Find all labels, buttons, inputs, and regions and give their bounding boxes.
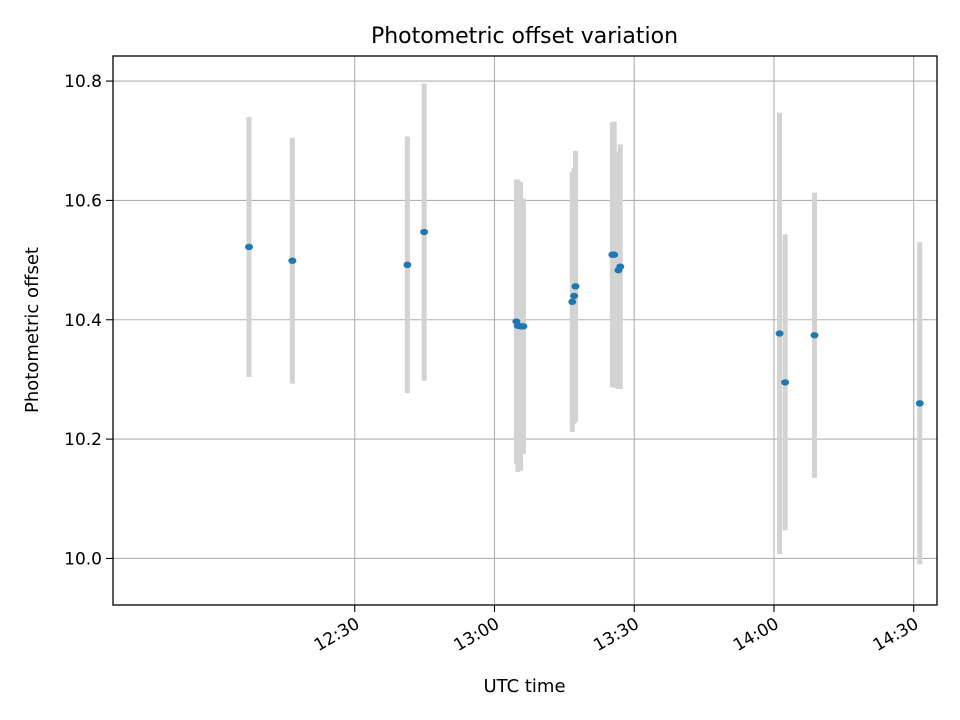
plot-frame [112,55,938,606]
y-axis-ticks: 10.0 10.2 10.4 10.6 10.8 [64,72,113,569]
data-point [570,292,579,300]
y-tick-label: 10.2 [64,430,102,450]
y-tick-label: 10.8 [64,72,102,92]
y-tick-label: 10.6 [64,191,102,211]
y-tick-label: 10.0 [64,549,102,569]
data-point [616,263,625,270]
data-point [403,261,412,269]
data-point [571,283,580,290]
y-axis-label: Photometric offset [22,247,43,413]
data-point [245,243,254,251]
data-points [245,228,924,407]
data-point [519,323,528,330]
data-point [915,400,924,407]
data-point [775,330,784,337]
data-point [610,251,619,258]
data-point [781,379,790,386]
x-axis-label: UTC time [483,676,565,697]
y-tick-label: 10.4 [64,311,102,331]
data-point [288,257,297,264]
chart-title: Photometric offset variation [371,24,678,49]
data-point [810,332,819,339]
data-point [568,298,577,306]
data-point [420,228,429,236]
